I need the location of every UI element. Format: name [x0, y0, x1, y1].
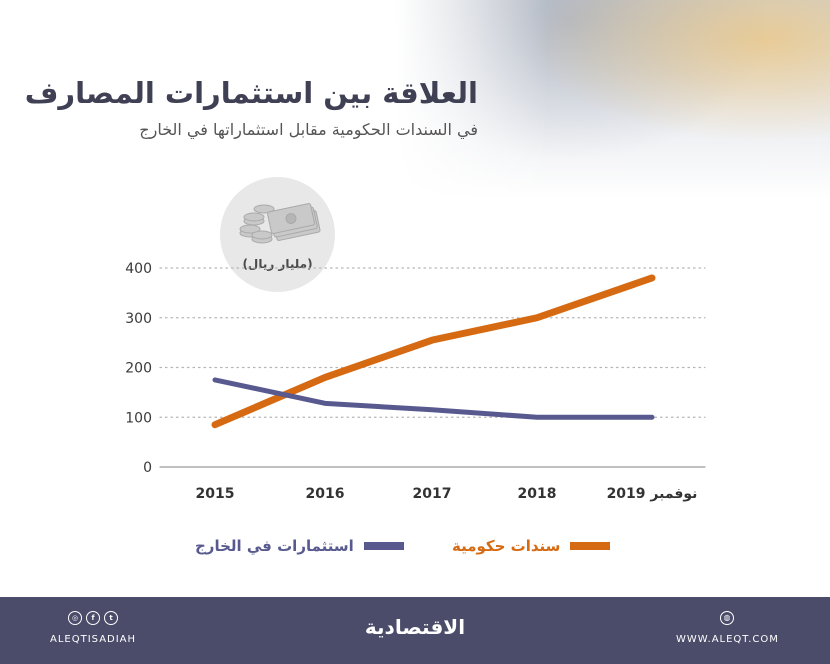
y-tick-label: 400	[125, 261, 152, 277]
line-chart: 0 100 200 300 400 2015 2016 2017 2018 نوفمبر 201…	[125, 261, 706, 502]
legend-swatch-government-bonds	[570, 542, 611, 550]
x-tick-label: 2018	[518, 486, 557, 502]
x-tick-label: 2015	[196, 486, 235, 502]
page-title: العلاقة بين استثمارات المصارف	[24, 76, 478, 110]
legend-swatch-foreign-investments	[363, 542, 404, 550]
legend-item-foreign-investments: استثمارات في الخارج	[195, 535, 404, 557]
instagram-icon[interactable]: ◎	[68, 611, 82, 625]
footer-website[interactable]: WWW.ALEQT.COM	[676, 634, 779, 645]
y-tick-label: 200	[125, 361, 152, 377]
legend-item-government-bonds: سندات حكومية	[452, 535, 611, 557]
legend-label-foreign-investments: استثمارات في الخارج	[195, 537, 354, 555]
facebook-icon[interactable]: f	[86, 611, 100, 625]
y-axis-ticks: 0 100 200 300 400	[125, 261, 152, 476]
y-tick-label: 300	[125, 311, 152, 327]
footer-brand-logo: الاقتصادية	[364, 615, 466, 639]
social-icons: ◎ f t	[68, 611, 118, 625]
page-subtitle: في السندات الحكومية مقابل استثماراتها في…	[139, 120, 478, 139]
legend-label-government-bonds: سندات حكومية	[452, 537, 561, 555]
twitter-icon[interactable]: t	[104, 611, 118, 625]
x-tick-label: 2017	[413, 486, 452, 502]
y-tick-label: 100	[125, 410, 152, 426]
y-tick-label: 0	[143, 460, 152, 476]
header-photo	[395, 0, 830, 200]
chart-grid	[159, 267, 706, 468]
footer: ◎ f t ALEQTISADIAH الاقتصادية ◍ WWW.ALEQ…	[0, 597, 830, 664]
x-axis-ticks: 2015 2016 2017 2018 نوفمبر 2019	[196, 486, 698, 502]
x-tick-label: نوفمبر 2019	[607, 486, 698, 502]
footer-handle[interactable]: ALEQTISADIAH	[50, 634, 137, 645]
money-icon	[239, 203, 321, 244]
globe-icon: ◍	[720, 611, 734, 625]
chart-series	[211, 274, 656, 429]
x-tick-label: 2016	[306, 486, 345, 502]
series-line-government-bonds	[211, 274, 656, 429]
